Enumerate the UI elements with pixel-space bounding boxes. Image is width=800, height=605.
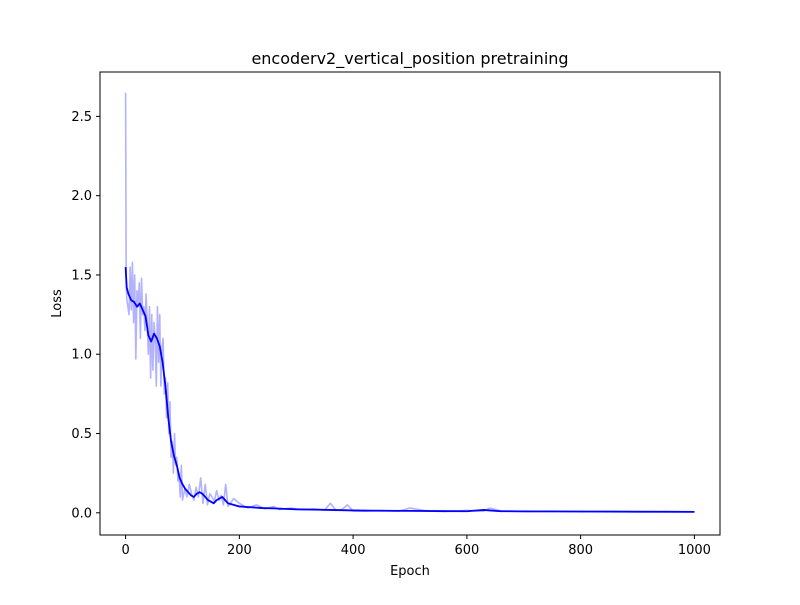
x-tick-label: 1000 xyxy=(678,543,711,558)
y-tick-label: 2.0 xyxy=(71,189,92,204)
x-tick-label: 400 xyxy=(341,543,366,558)
x-tick-label: 600 xyxy=(454,543,479,558)
y-axis-label: Loss xyxy=(50,289,65,318)
x-axis-label: Epoch xyxy=(390,564,430,579)
x-axis-ticks: 0 200 400 600 800 1000 xyxy=(121,535,711,558)
y-tick-label: 0.5 xyxy=(71,427,92,442)
y-tick-label: 1.0 xyxy=(71,348,92,363)
y-tick-label: 2.5 xyxy=(71,110,92,125)
chart-title: encoderv2_vertical_position pretraining xyxy=(251,49,568,69)
y-tick-label: 1.5 xyxy=(71,268,92,283)
x-tick-label: 200 xyxy=(227,543,252,558)
series-layer xyxy=(124,92,695,513)
x-tick-label: 800 xyxy=(568,543,593,558)
y-tick-label: 0.0 xyxy=(71,506,92,521)
y-axis-ticks: 0.0 0.5 1.0 1.5 2.0 2.5 xyxy=(71,110,100,521)
plot-area xyxy=(99,71,721,536)
axes-frame xyxy=(99,71,721,536)
x-tick-label: 0 xyxy=(121,543,129,558)
series-line-smoothed xyxy=(124,266,695,513)
